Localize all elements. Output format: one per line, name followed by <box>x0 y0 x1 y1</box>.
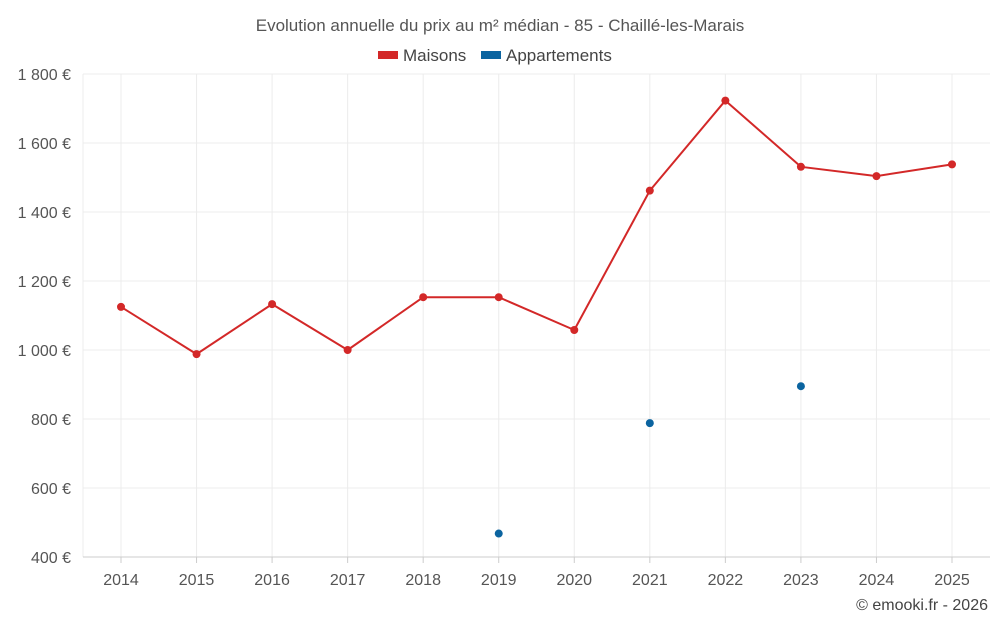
series <box>117 96 956 538</box>
data-point-maisons-2025[interactable] <box>948 160 956 169</box>
y-tick-label: 400 € <box>31 550 71 567</box>
x-tick-label: 2015 <box>179 572 215 589</box>
data-point-maisons-2016[interactable] <box>268 300 277 309</box>
series-appartements <box>494 382 805 538</box>
y-tick-label: 1 800 € <box>18 67 71 84</box>
chart-title: Evolution annuelle du prix au m² médian … <box>256 16 745 35</box>
data-point-appartements-2019[interactable] <box>494 529 503 538</box>
x-axis: 2014 2015 2016 2017 2018 2019 2020 2021 2022 2023… <box>83 556 990 589</box>
chart-legend: Maisons Appartements <box>378 46 612 65</box>
y-tick-label: 800 € <box>31 412 71 429</box>
x-tick-label: 2017 <box>330 572 366 589</box>
x-tick-label: 2022 <box>708 572 744 589</box>
series-maisons <box>117 96 956 359</box>
y-axis: 400 € 600 € 800 € 1 000 € 1 200 € 1 400 € 1 60… <box>18 67 71 567</box>
data-point-maisons-2015[interactable] <box>192 350 201 359</box>
x-tick-label: 2023 <box>783 572 819 589</box>
x-tick-label: 2018 <box>405 572 441 589</box>
y-tick-label: 1 400 € <box>18 205 71 222</box>
grid <box>82 73 990 558</box>
data-point-appartements-2023[interactable] <box>796 382 805 391</box>
legend-label-appartements[interactable]: Appartements <box>506 46 612 65</box>
legend-swatch-maisons <box>378 51 398 59</box>
y-tick-label: 1 000 € <box>18 343 71 360</box>
y-tick-label: 600 € <box>31 481 71 498</box>
data-point-maisons-2020[interactable] <box>570 325 579 334</box>
legend-label-maisons[interactable]: Maisons <box>403 46 466 65</box>
data-point-maisons-2017[interactable] <box>343 346 352 354</box>
legend-swatch-appartements <box>481 51 501 59</box>
data-point-maisons-2021[interactable] <box>645 186 654 195</box>
x-tick-label: 2014 <box>103 572 139 589</box>
x-tick-label: 2019 <box>481 572 517 589</box>
x-tick-label: 2021 <box>632 572 668 589</box>
data-point-appartements-2021[interactable] <box>645 419 654 428</box>
data-point-maisons-2024[interactable] <box>872 172 881 181</box>
credit-text: © emooki.fr - 2026 <box>856 597 988 614</box>
data-point-maisons-2019[interactable] <box>494 293 503 302</box>
data-point-maisons-2014[interactable] <box>117 302 125 311</box>
y-tick-label: 1 200 € <box>18 274 71 291</box>
series-line-maisons <box>120 99 953 356</box>
x-tick-label: 2024 <box>859 572 895 589</box>
x-tick-label: 2020 <box>556 572 592 589</box>
data-point-maisons-2018[interactable] <box>419 293 428 302</box>
y-tick-label: 1 600 € <box>18 136 71 153</box>
x-tick-label: 2016 <box>254 572 290 589</box>
data-point-maisons-2023[interactable] <box>796 162 805 171</box>
data-point-maisons-2022[interactable] <box>721 96 730 105</box>
x-tick-label: 2025 <box>934 572 970 589</box>
